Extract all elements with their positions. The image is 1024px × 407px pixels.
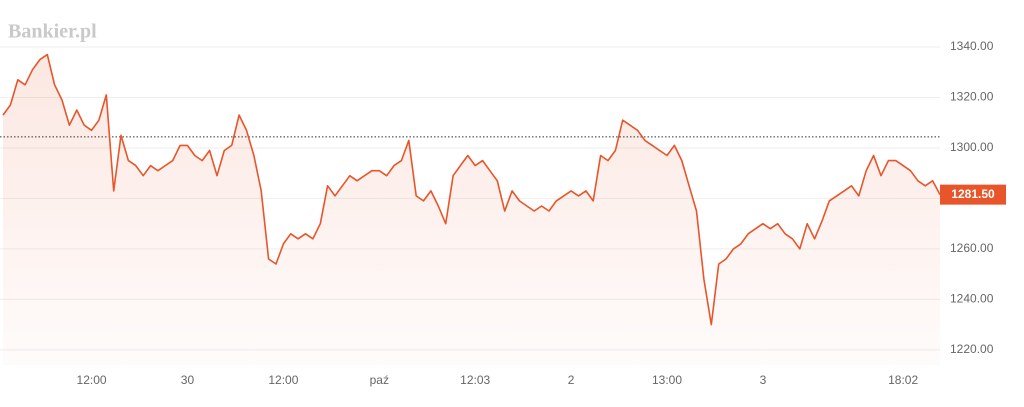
x-tick-label: paź	[370, 373, 389, 387]
y-tick-label: 1260.00	[950, 241, 994, 255]
y-tick-label: 1340.00	[950, 39, 994, 53]
y-tick-label: 1300.00	[950, 140, 994, 154]
area-fill	[3, 54, 940, 365]
last-value-box	[940, 184, 1006, 205]
x-tick-label: 12:00	[77, 373, 107, 387]
x-tick-label: 30	[181, 373, 195, 387]
y-tick-label: 1240.00	[950, 292, 994, 306]
last-value-label: 1281.50	[951, 187, 995, 201]
x-tick-label: 13:00	[652, 373, 682, 387]
x-tick-label: 18:02	[888, 373, 918, 387]
x-tick-label: 12:00	[268, 373, 298, 387]
y-tick-label: 1320.00	[950, 90, 994, 104]
price-line	[2, 53, 941, 326]
brand-logo: Bankier.pl	[8, 21, 97, 43]
last-value-badge: 1281.50	[940, 184, 1006, 205]
x-tick-label: 3	[760, 373, 767, 387]
x-tick-label: 2	[568, 373, 575, 387]
x-tick-label: 12:03	[460, 373, 490, 387]
y-tick-label: 1220.00	[950, 342, 994, 356]
